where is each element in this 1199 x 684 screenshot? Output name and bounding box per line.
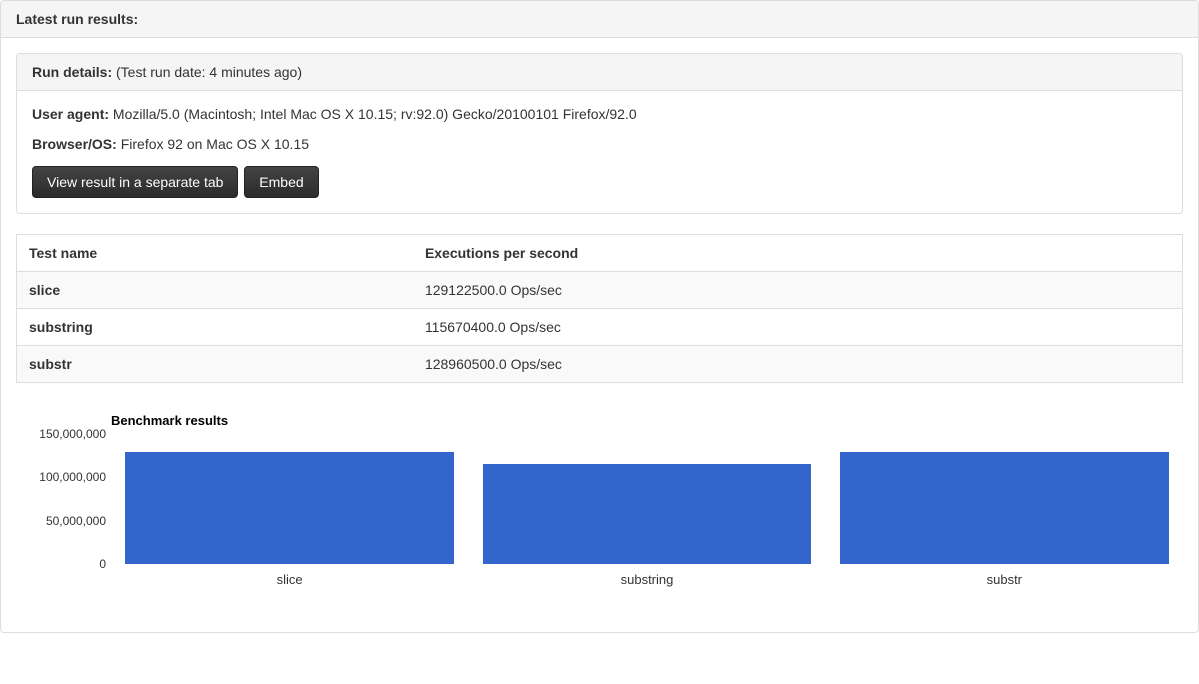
view-result-button[interactable]: View result in a separate tab bbox=[32, 166, 238, 198]
chart-y-tick: 50,000,000 bbox=[46, 514, 106, 528]
chart-x-axis: slicesubstringsubstr bbox=[111, 572, 1183, 587]
chart-x-label: substring bbox=[468, 572, 825, 587]
chart-bar-slot bbox=[468, 434, 825, 564]
user-agent-row: User agent: Mozilla/5.0 (Macintosh; Inte… bbox=[32, 106, 1167, 122]
run-details-date: (Test run date: 4 minutes ago) bbox=[116, 64, 302, 80]
user-agent-value: Mozilla/5.0 (Macintosh; Intel Mac OS X 1… bbox=[113, 106, 637, 122]
chart-y-axis: 050,000,000100,000,000150,000,000 bbox=[16, 434, 106, 564]
chart-y-tick: 100,000,000 bbox=[39, 470, 106, 484]
chart-title: Benchmark results bbox=[111, 413, 1183, 428]
results-table: Test name Executions per second slice 12… bbox=[16, 234, 1183, 383]
run-details-header: Run details: (Test run date: 4 minutes a… bbox=[17, 54, 1182, 91]
chart-bar bbox=[125, 452, 454, 564]
table-header-row: Test name Executions per second bbox=[17, 235, 1183, 272]
results-panel: Latest run results: Run details: (Test r… bbox=[0, 0, 1199, 633]
table-row: substr 128960500.0 Ops/sec bbox=[17, 346, 1183, 383]
table-cell-value: 129122500.0 Ops/sec bbox=[413, 272, 1183, 309]
table-header-name: Test name bbox=[17, 235, 413, 272]
chart-bars bbox=[111, 434, 1183, 564]
browser-os-value: Firefox 92 on Mac OS X 10.15 bbox=[121, 136, 309, 152]
table-cell-name: slice bbox=[17, 272, 413, 309]
user-agent-label: User agent: bbox=[32, 106, 109, 122]
embed-button[interactable]: Embed bbox=[244, 166, 318, 198]
chart-x-label: substr bbox=[826, 572, 1183, 587]
table-cell-name: substr bbox=[17, 346, 413, 383]
chart-y-tick: 150,000,000 bbox=[39, 427, 106, 441]
benchmark-chart: Benchmark results 050,000,000100,000,000… bbox=[16, 413, 1183, 617]
browser-os-row: Browser/OS: Firefox 92 on Mac OS X 10.15 bbox=[32, 136, 1167, 152]
table-body: slice 129122500.0 Ops/sec substring 1156… bbox=[17, 272, 1183, 383]
results-panel-title: Latest run results: bbox=[1, 1, 1198, 38]
chart-x-label: slice bbox=[111, 572, 468, 587]
chart-bar-slot bbox=[111, 434, 468, 564]
chart-y-tick: 0 bbox=[99, 557, 106, 571]
chart-plot-area: 050,000,000100,000,000150,000,000 bbox=[111, 434, 1183, 564]
table-header-eps: Executions per second bbox=[413, 235, 1183, 272]
run-details-label: Run details: bbox=[32, 64, 112, 80]
button-row: View result in a separate tab Embed bbox=[32, 166, 1167, 198]
table-cell-value: 128960500.0 Ops/sec bbox=[413, 346, 1183, 383]
table-row: slice 129122500.0 Ops/sec bbox=[17, 272, 1183, 309]
table-row: substring 115670400.0 Ops/sec bbox=[17, 309, 1183, 346]
table-cell-name: substring bbox=[17, 309, 413, 346]
results-panel-body: Run details: (Test run date: 4 minutes a… bbox=[1, 38, 1198, 632]
run-details-body: User agent: Mozilla/5.0 (Macintosh; Inte… bbox=[17, 91, 1182, 213]
chart-bar-slot bbox=[826, 434, 1183, 564]
chart-bar bbox=[840, 452, 1169, 564]
table-cell-value: 115670400.0 Ops/sec bbox=[413, 309, 1183, 346]
chart-bar bbox=[483, 464, 812, 564]
run-details-panel: Run details: (Test run date: 4 minutes a… bbox=[16, 53, 1183, 214]
browser-os-label: Browser/OS: bbox=[32, 136, 117, 152]
